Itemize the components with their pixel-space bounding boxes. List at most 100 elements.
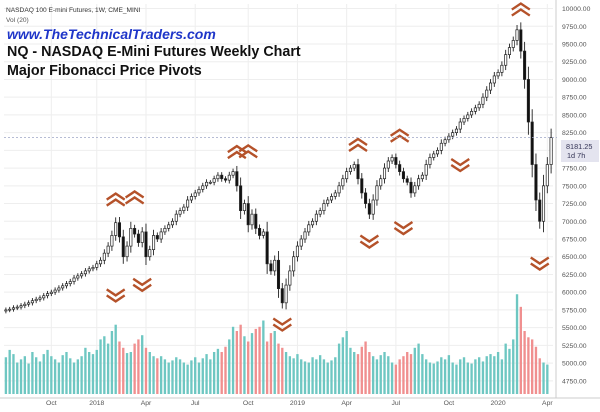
volume-bar [46, 349, 49, 394]
time-tick-label: Apr [542, 400, 553, 407]
price-tick-label: 6500.00 [562, 254, 587, 261]
volume-bar [443, 359, 447, 394]
candle-body [549, 137, 553, 165]
candle-body [470, 111, 474, 116]
volume-bar [133, 343, 136, 394]
candle-body [80, 273, 84, 277]
candle-body [481, 96, 485, 105]
volume-bar [122, 347, 125, 394]
volume-bar [432, 363, 435, 394]
candle-body [530, 121, 534, 165]
candle-body [489, 82, 493, 91]
candle-body [201, 185, 205, 190]
volume-bar [250, 333, 254, 394]
volume-bar [216, 348, 220, 394]
candle-body [345, 171, 349, 180]
volume-bar [163, 359, 167, 394]
candle-body [500, 64, 504, 73]
volume-bar [205, 354, 208, 394]
candle-body [140, 231, 144, 243]
volume-bar [118, 341, 121, 394]
candle-body [163, 228, 167, 233]
volume-bar [212, 352, 216, 394]
volume-bar [546, 364, 549, 394]
volume-bar [459, 359, 462, 394]
volume-bar [512, 339, 515, 394]
candle-body [417, 178, 421, 187]
price-tick-label: 6250.00 [562, 272, 587, 279]
volume-bar [326, 362, 329, 394]
candle-body [15, 306, 19, 309]
candle-body [314, 213, 318, 222]
pivot-low-chevron [132, 277, 152, 287]
volume-bar [144, 347, 148, 394]
volume-bar [496, 352, 500, 394]
volume-bar [296, 354, 299, 394]
candle-body [367, 203, 371, 215]
volume-bar [451, 362, 454, 394]
volume-bar [175, 357, 178, 394]
candle-body [242, 203, 246, 211]
time-tick-label: Oct [46, 400, 57, 407]
candle-body [538, 199, 542, 222]
volume-bar [84, 347, 87, 394]
volume-bar [341, 337, 345, 394]
price-tick-label: 7000.00 [562, 219, 587, 226]
candle-body [485, 89, 489, 98]
price-tick-label: 5250.00 [562, 343, 587, 350]
volume-bar [311, 357, 314, 394]
price-tick-label: 9750.00 [562, 24, 587, 31]
volume-bar [379, 355, 382, 394]
website-link[interactable]: www.TheTechnicalTraders.com [7, 26, 216, 42]
volume-bar [288, 356, 292, 394]
candle-body [99, 259, 103, 265]
volume-bar [303, 361, 307, 394]
current-price-tag: 8181.25 1d 7h [561, 140, 599, 162]
time-tick-label: 2018 [89, 400, 104, 407]
pivot-low-chevron [530, 262, 550, 271]
candle-body [534, 164, 538, 201]
volume-bar [197, 362, 201, 394]
candle-body [360, 178, 364, 194]
price-tick-label: 7500.00 [562, 183, 587, 190]
volume-bar [88, 352, 91, 394]
volume-bar [542, 362, 545, 394]
candle-body [83, 270, 87, 275]
candle-body [136, 233, 140, 243]
volume-bar [531, 339, 534, 394]
volume-bar [220, 352, 223, 394]
volume-bar [398, 359, 401, 394]
volume-bar [284, 352, 288, 394]
volume-bar [4, 357, 8, 394]
volume-bar [265, 341, 269, 394]
volume-bar [417, 343, 420, 394]
volume-bar [194, 357, 197, 394]
price-tick-label: 5500.00 [562, 325, 587, 332]
pivot-low-chevron [132, 283, 152, 293]
pivot-low-chevron [393, 221, 414, 230]
candle-body [265, 231, 269, 265]
candle-body [515, 29, 519, 41]
candle-body [333, 192, 337, 197]
candle-body [451, 132, 455, 137]
volume-bar [504, 343, 507, 394]
candle-body [102, 252, 106, 261]
volume-bar [281, 347, 284, 394]
candle-body [117, 222, 122, 238]
volume-indicator-label: Vol (20) [6, 17, 29, 24]
price-tick-label: 9250.00 [562, 59, 587, 66]
candle-body [443, 139, 447, 144]
volume-bar [493, 356, 496, 394]
volume-bar [337, 343, 341, 394]
price-tick-label: 6750.00 [562, 237, 587, 244]
time-axis[interactable]: Oct 2018 Apr Jul Oct 2019 Apr Jul Oct 2020 Apr [0, 397, 600, 407]
candle-body [386, 160, 390, 169]
candle-body [341, 178, 345, 187]
pivot-low-chevron [106, 294, 126, 303]
volume-bar [440, 357, 443, 394]
candle-body [375, 185, 379, 201]
candle-body [159, 231, 163, 240]
candle-body [439, 142, 443, 151]
volume-bar [235, 331, 239, 394]
